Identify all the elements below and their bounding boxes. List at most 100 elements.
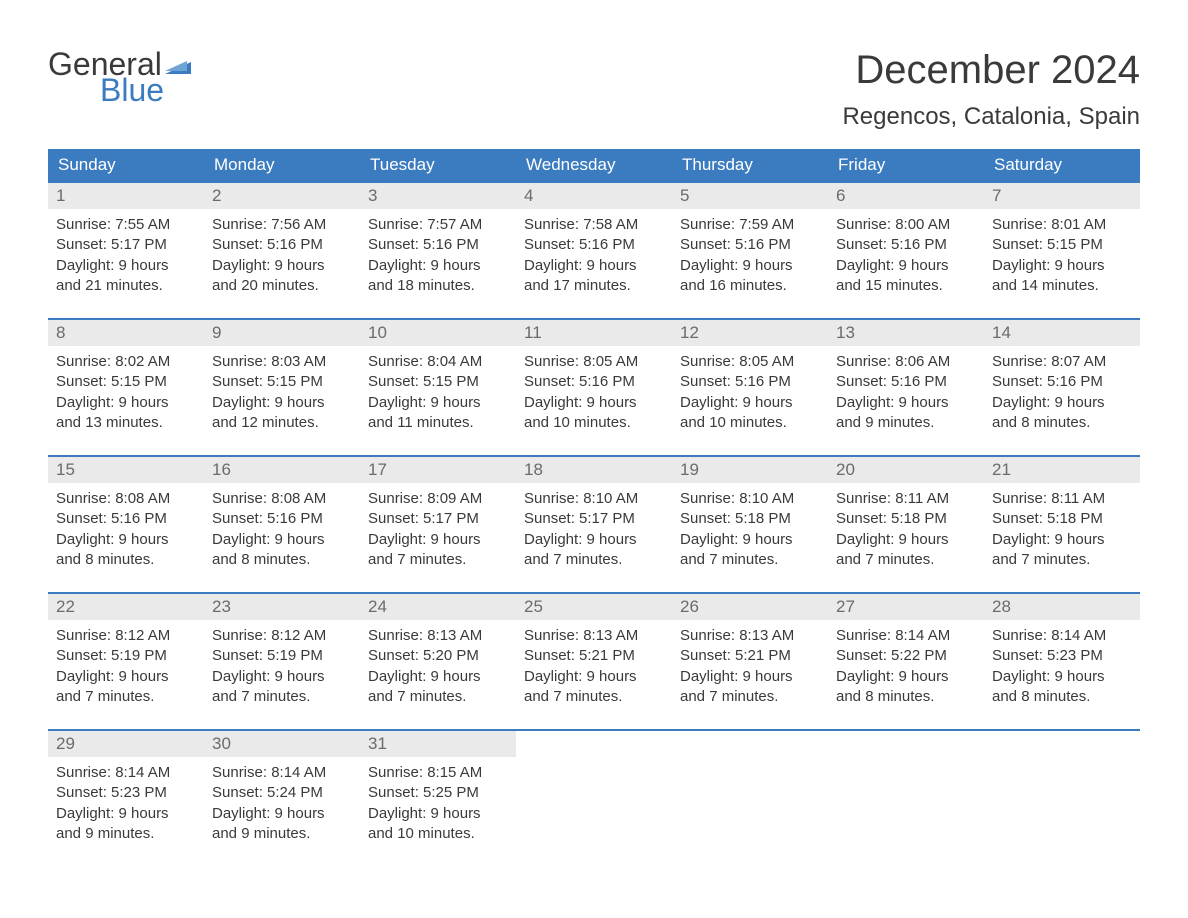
- day-number: 2: [212, 186, 221, 205]
- day-sunset: Sunset: 5:18 PM: [680, 509, 820, 529]
- day-dl1: Daylight: 9 hours: [56, 393, 196, 413]
- week-row: 8Sunrise: 8:02 AMSunset: 5:15 PMDaylight…: [48, 318, 1140, 441]
- day-number-bar: 2: [204, 183, 360, 209]
- day-cell: 12Sunrise: 8:05 AMSunset: 5:16 PMDayligh…: [672, 320, 828, 441]
- day-number-bar: 19: [672, 457, 828, 483]
- day-number: 26: [680, 597, 699, 616]
- day-number-bar: 25: [516, 594, 672, 620]
- day-dl2: and 7 minutes.: [524, 687, 664, 707]
- day-sunrise: Sunrise: 8:05 AM: [524, 352, 664, 372]
- day-number: 6: [836, 186, 845, 205]
- weekday-friday: Friday: [828, 149, 984, 181]
- weekday-monday: Monday: [204, 149, 360, 181]
- day-body: Sunrise: 8:14 AMSunset: 5:22 PMDaylight:…: [828, 620, 984, 715]
- weekday-sunday: Sunday: [48, 149, 204, 181]
- day-sunrise: Sunrise: 8:07 AM: [992, 352, 1132, 372]
- day-dl2: and 21 minutes.: [56, 276, 196, 296]
- day-sunrise: Sunrise: 8:06 AM: [836, 352, 976, 372]
- day-number-bar: 15: [48, 457, 204, 483]
- day-dl2: and 7 minutes.: [524, 550, 664, 570]
- day-dl2: and 7 minutes.: [368, 550, 508, 570]
- day-cell: 18Sunrise: 8:10 AMSunset: 5:17 PMDayligh…: [516, 457, 672, 578]
- day-number-bar: 17: [360, 457, 516, 483]
- day-sunrise: Sunrise: 8:09 AM: [368, 489, 508, 509]
- day-sunset: Sunset: 5:16 PM: [836, 372, 976, 392]
- empty-day-cell: [984, 731, 1140, 852]
- day-cell: 14Sunrise: 8:07 AMSunset: 5:16 PMDayligh…: [984, 320, 1140, 441]
- flag-icon: [165, 56, 191, 74]
- day-cell: 6 Sunrise: 8:00 AMSunset: 5:16 PMDaylight…: [828, 183, 984, 304]
- day-sunset: Sunset: 5:18 PM: [836, 509, 976, 529]
- day-dl1: Daylight: 9 hours: [212, 804, 352, 824]
- day-dl1: Daylight: 9 hours: [524, 256, 664, 276]
- day-number-bar: 5: [672, 183, 828, 209]
- day-number-bar: 26: [672, 594, 828, 620]
- day-number: 20: [836, 460, 855, 479]
- day-number-bar: 8: [48, 320, 204, 346]
- day-body: Sunrise: 8:08 AMSunset: 5:16 PMDaylight:…: [48, 483, 204, 578]
- day-number-bar: 21: [984, 457, 1140, 483]
- day-sunset: Sunset: 5:21 PM: [680, 646, 820, 666]
- day-body: Sunrise: 8:13 AMSunset: 5:21 PMDaylight:…: [672, 620, 828, 715]
- day-cell: 5Sunrise: 7:59 AMSunset: 5:16 PMDaylight…: [672, 183, 828, 304]
- day-number-bar: 24: [360, 594, 516, 620]
- day-cell: 29Sunrise: 8:14 AMSunset: 5:23 PMDayligh…: [48, 731, 204, 852]
- day-dl2: and 8 minutes.: [836, 687, 976, 707]
- day-dl2: and 14 minutes.: [992, 276, 1132, 296]
- day-cell: 19Sunrise: 8:10 AMSunset: 5:18 PMDayligh…: [672, 457, 828, 578]
- day-sunrise: Sunrise: 8:04 AM: [368, 352, 508, 372]
- day-number-bar: 20: [828, 457, 984, 483]
- day-number: 27: [836, 597, 855, 616]
- day-number: 9: [212, 323, 221, 342]
- weekday-wednesday: Wednesday: [516, 149, 672, 181]
- day-number-bar: 11: [516, 320, 672, 346]
- day-dl1: Daylight: 9 hours: [992, 393, 1132, 413]
- day-cell: 21Sunrise: 8:11 AMSunset: 5:18 PMDayligh…: [984, 457, 1140, 578]
- day-sunrise: Sunrise: 8:14 AM: [836, 626, 976, 646]
- day-sunrise: Sunrise: 8:03 AM: [212, 352, 352, 372]
- day-sunset: Sunset: 5:16 PM: [368, 235, 508, 255]
- day-dl1: Daylight: 9 hours: [680, 530, 820, 550]
- day-sunset: Sunset: 5:15 PM: [992, 235, 1132, 255]
- day-dl1: Daylight: 9 hours: [212, 256, 352, 276]
- day-cell: 26 Sunrise: 8:13 AMSunset: 5:21 PMDayligh…: [672, 594, 828, 715]
- day-dl2: and 8 minutes.: [992, 413, 1132, 433]
- day-sunrise: Sunrise: 7:55 AM: [56, 215, 196, 235]
- day-body: Sunrise: 8:07 AMSunset: 5:16 PMDaylight:…: [984, 346, 1140, 441]
- day-body: Sunrise: 8:11 AMSunset: 5:18 PMDaylight:…: [828, 483, 984, 578]
- weekday-header-row: SundayMondayTuesdayWednesdayThursdayFrid…: [48, 149, 1140, 181]
- day-cell: 30Sunrise: 8:14 AMSunset: 5:24 PMDayligh…: [204, 731, 360, 852]
- empty-day-cell: [516, 731, 672, 852]
- day-number-bar: 27: [828, 594, 984, 620]
- day-number-bar: 13: [828, 320, 984, 346]
- weekday-thursday: Thursday: [672, 149, 828, 181]
- empty-day-cell: [672, 731, 828, 852]
- day-number: 3: [368, 186, 377, 205]
- day-sunset: Sunset: 5:16 PM: [680, 372, 820, 392]
- day-dl2: and 10 minutes.: [368, 824, 508, 844]
- day-dl1: Daylight: 9 hours: [212, 393, 352, 413]
- day-sunrise: Sunrise: 8:14 AM: [212, 763, 352, 783]
- day-body: Sunrise: 8:10 AMSunset: 5:17 PMDaylight:…: [516, 483, 672, 578]
- day-dl1: Daylight: 9 hours: [56, 530, 196, 550]
- day-body: Sunrise: 8:12 AMSunset: 5:19 PMDaylight:…: [204, 620, 360, 715]
- day-number: 31: [368, 734, 387, 753]
- day-body: Sunrise: 8:11 AMSunset: 5:18 PMDaylight:…: [984, 483, 1140, 578]
- day-dl2: and 16 minutes.: [680, 276, 820, 296]
- day-cell: 7Sunrise: 8:01 AMSunset: 5:15 PMDaylight…: [984, 183, 1140, 304]
- day-body: Sunrise: 7:55 AMSunset: 5:17 PMDaylight:…: [48, 209, 204, 304]
- day-cell: 24Sunrise: 8:13 AMSunset: 5:20 PMDayligh…: [360, 594, 516, 715]
- day-sunset: Sunset: 5:20 PM: [368, 646, 508, 666]
- day-body: Sunrise: 8:00 AMSunset: 5:16 PMDaylight:…: [828, 209, 984, 304]
- day-sunrise: Sunrise: 8:05 AM: [680, 352, 820, 372]
- day-dl2: and 8 minutes.: [56, 550, 196, 570]
- day-number: 13: [836, 323, 855, 342]
- day-dl2: and 17 minutes.: [524, 276, 664, 296]
- day-body: Sunrise: 8:15 AMSunset: 5:25 PMDaylight:…: [360, 757, 516, 852]
- day-number: 11: [524, 323, 542, 342]
- calendar-grid: SundayMondayTuesdayWednesdayThursdayFrid…: [48, 149, 1140, 852]
- day-number-bar: 23: [204, 594, 360, 620]
- day-dl1: Daylight: 9 hours: [524, 393, 664, 413]
- day-cell: 8Sunrise: 8:02 AMSunset: 5:15 PMDaylight…: [48, 320, 204, 441]
- day-cell: 3Sunrise: 7:57 AMSunset: 5:16 PMDaylight…: [360, 183, 516, 304]
